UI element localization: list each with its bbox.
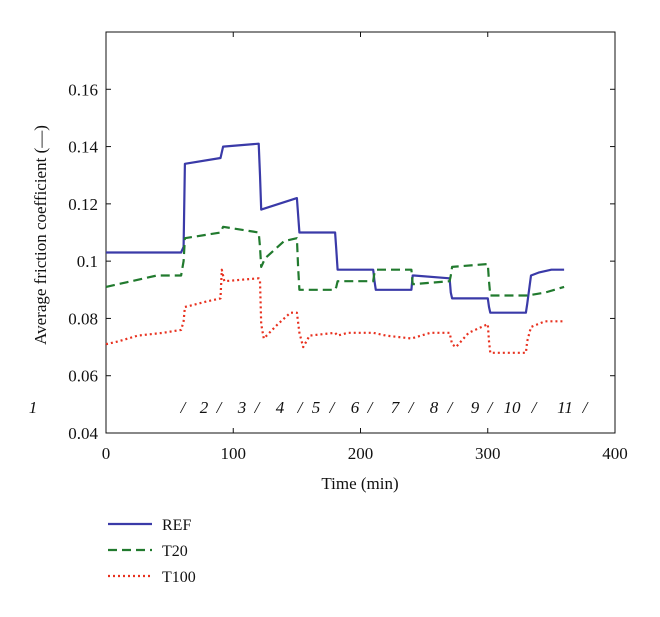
segment-label: 6 bbox=[351, 398, 360, 417]
segment-label: / bbox=[329, 398, 337, 417]
y-tick-label: 0.16 bbox=[68, 80, 98, 99]
series-layer bbox=[105, 142, 565, 354]
segment-label: 3 bbox=[237, 398, 247, 417]
tick-layer: 0 100 200 300 400 0.04 0.06 0.08 0.1 0.12 0.14 0.16 bbox=[68, 32, 628, 463]
segment-label: / bbox=[180, 398, 188, 417]
segment-label: 2 bbox=[200, 398, 209, 417]
x-axis-title: Time (min) bbox=[321, 474, 398, 493]
x-tick-label: 100 bbox=[221, 444, 247, 463]
segment-label: / bbox=[487, 398, 495, 417]
segment-label: / bbox=[216, 398, 224, 417]
x-tick-label: 300 bbox=[475, 444, 501, 463]
segment-label: / bbox=[582, 398, 590, 417]
segment-label: 7 bbox=[391, 398, 401, 417]
segment-labels: 1 / 2 / 3 / 4 / 5 / 6 / 7 / 8 / 9 / 10 / 11 / bbox=[29, 398, 590, 417]
legend: REF T20 T100 bbox=[108, 517, 196, 586]
series-line-t100 bbox=[105, 268, 565, 354]
series-line-ref bbox=[106, 142, 565, 314]
segment-label: / bbox=[447, 398, 455, 417]
x-tick-label: 200 bbox=[348, 444, 374, 463]
segment-label: 11 bbox=[557, 398, 573, 417]
y-tick-label: 0.1 bbox=[77, 252, 98, 271]
x-tick-label: 400 bbox=[602, 444, 628, 463]
plot-frame bbox=[105, 31, 616, 434]
y-tick-label: 0.06 bbox=[68, 367, 98, 386]
segment-label: 9 bbox=[471, 398, 480, 417]
x-tick-label: 0 bbox=[102, 444, 111, 463]
segment-label: / bbox=[254, 398, 262, 417]
segment-label: 5 bbox=[312, 398, 321, 417]
segment-label: / bbox=[297, 398, 305, 417]
segment-label: 4 bbox=[276, 398, 285, 417]
y-tick-label: 0.08 bbox=[68, 309, 98, 328]
segment-label: 8 bbox=[430, 398, 439, 417]
segment-label: / bbox=[408, 398, 416, 417]
legend-label: REF bbox=[162, 517, 191, 534]
legend-label: T100 bbox=[162, 569, 196, 586]
segment-label: 10 bbox=[504, 398, 522, 417]
segment-label: 1 bbox=[29, 398, 38, 417]
legend-label: T20 bbox=[162, 543, 188, 560]
y-tick-label: 0.12 bbox=[68, 195, 98, 214]
y-axis-title: Average friction coefficient (—) bbox=[31, 125, 50, 345]
segment-label: / bbox=[367, 398, 375, 417]
y-tick-label: 0.04 bbox=[68, 424, 98, 443]
y-tick-label: 0.14 bbox=[68, 138, 98, 157]
series-line-t20 bbox=[105, 225, 565, 297]
segment-label: / bbox=[531, 398, 539, 417]
